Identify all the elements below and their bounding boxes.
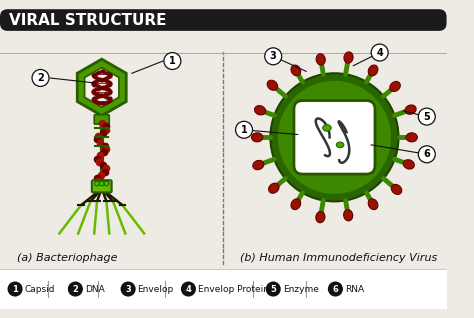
Circle shape — [104, 181, 109, 186]
Ellipse shape — [323, 125, 331, 131]
Circle shape — [265, 48, 282, 65]
Circle shape — [181, 281, 196, 297]
Circle shape — [418, 146, 435, 163]
Text: 2: 2 — [73, 285, 78, 294]
Ellipse shape — [403, 160, 414, 169]
Bar — [0, 269, 447, 309]
Circle shape — [95, 181, 100, 186]
Text: 1: 1 — [169, 56, 176, 66]
FancyBboxPatch shape — [92, 180, 112, 192]
Text: 3: 3 — [270, 51, 277, 61]
Circle shape — [236, 121, 253, 138]
Ellipse shape — [291, 65, 301, 76]
Text: 3: 3 — [125, 285, 131, 294]
Ellipse shape — [269, 183, 279, 193]
Polygon shape — [77, 59, 126, 116]
Text: Capsid: Capsid — [25, 285, 55, 294]
Ellipse shape — [291, 199, 301, 210]
Circle shape — [100, 181, 104, 186]
Text: 4: 4 — [185, 285, 191, 294]
Ellipse shape — [392, 184, 402, 194]
Circle shape — [32, 70, 49, 86]
FancyBboxPatch shape — [94, 115, 109, 124]
Ellipse shape — [316, 211, 325, 223]
Circle shape — [164, 52, 181, 70]
Circle shape — [328, 281, 343, 297]
Ellipse shape — [368, 199, 378, 210]
Ellipse shape — [368, 65, 378, 76]
Text: Enzyme: Enzyme — [283, 285, 319, 294]
Circle shape — [266, 281, 281, 297]
Text: 2: 2 — [37, 73, 44, 83]
Circle shape — [68, 281, 83, 297]
Ellipse shape — [252, 133, 263, 142]
Polygon shape — [85, 68, 119, 107]
Ellipse shape — [344, 210, 353, 221]
Text: 1: 1 — [12, 285, 18, 294]
Text: 5: 5 — [270, 285, 276, 294]
Text: (a) Bacteriophage: (a) Bacteriophage — [17, 253, 118, 263]
Ellipse shape — [255, 106, 265, 115]
Circle shape — [418, 108, 435, 125]
Ellipse shape — [405, 105, 416, 114]
Text: VIRAL STRUCTURE: VIRAL STRUCTURE — [9, 13, 167, 28]
FancyBboxPatch shape — [294, 100, 375, 174]
Text: RNA: RNA — [345, 285, 364, 294]
Text: Envelop: Envelop — [137, 285, 174, 294]
Bar — [0, 53, 447, 54]
Circle shape — [120, 281, 136, 297]
Text: DNA: DNA — [85, 285, 105, 294]
Ellipse shape — [267, 80, 278, 90]
Ellipse shape — [406, 133, 418, 142]
Text: 4: 4 — [376, 47, 383, 58]
Text: Envelop Protein: Envelop Protein — [198, 285, 269, 294]
Text: 6: 6 — [423, 149, 430, 159]
Ellipse shape — [337, 142, 344, 148]
Ellipse shape — [344, 52, 353, 63]
Ellipse shape — [316, 54, 325, 65]
Ellipse shape — [390, 81, 400, 92]
Ellipse shape — [253, 160, 264, 170]
Text: 1: 1 — [241, 125, 247, 135]
FancyBboxPatch shape — [0, 9, 447, 31]
Text: (b) Human Immunodeficiency Virus: (b) Human Immunodeficiency Virus — [240, 253, 438, 263]
Circle shape — [278, 81, 391, 194]
Circle shape — [270, 73, 399, 201]
Text: 6: 6 — [332, 285, 338, 294]
Circle shape — [371, 44, 388, 61]
Circle shape — [8, 281, 23, 297]
Text: 5: 5 — [423, 112, 430, 121]
